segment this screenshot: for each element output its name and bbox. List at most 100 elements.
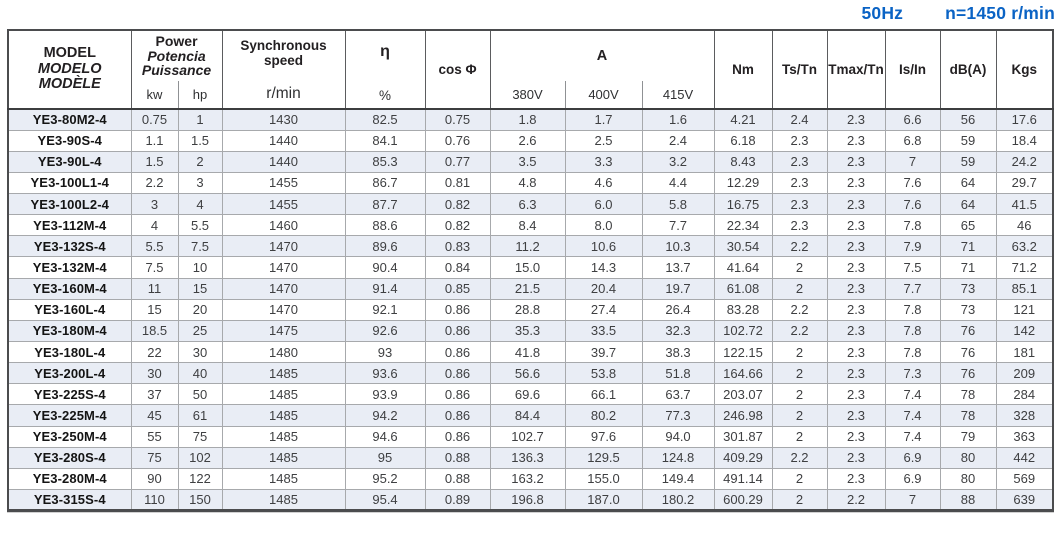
value-cell: 64	[939, 193, 997, 216]
column-header-ts-tn: Ts/Tn	[771, 29, 828, 110]
value-cell: 3.3	[564, 150, 643, 173]
value-cell: 2	[177, 150, 223, 173]
value-cell: 55	[130, 425, 179, 448]
column-header-efficiency: η %	[344, 29, 426, 110]
table-row: YE3-280S-4 75 102 1485 95 0.88 136.3 129.5 124.8…	[7, 446, 1054, 469]
model-label-en: MODEL	[43, 45, 96, 62]
subheader-400v: 400V	[564, 81, 643, 110]
value-cell: 65	[939, 214, 997, 237]
value-cell: 0.86	[424, 319, 491, 343]
value-cell: 87.7	[344, 193, 426, 216]
value-cell: 20	[177, 298, 223, 321]
value-cell: 2.3	[826, 277, 886, 300]
value-cell: 0.75	[130, 108, 179, 131]
value-cell: 491.14	[713, 467, 773, 491]
value-cell: 2.3	[826, 341, 886, 364]
value-cell: 2	[771, 489, 828, 512]
value-cell: 1455	[221, 171, 346, 195]
model-cell: YE3-160M-4	[7, 277, 132, 300]
value-cell: 2.3	[771, 193, 828, 216]
value-cell: 7	[884, 489, 941, 512]
value-cell: 88	[939, 489, 997, 512]
model-label-es: MODELO	[37, 60, 102, 77]
value-cell: 85.1	[995, 277, 1054, 300]
value-cell: 1	[177, 108, 223, 131]
value-cell: 2.3	[826, 446, 886, 469]
value-cell: 6.9	[884, 467, 941, 491]
value-cell: 3	[130, 193, 179, 216]
value-cell: 2.3	[826, 298, 886, 321]
value-cell: 0.86	[424, 298, 491, 321]
value-cell: 76	[939, 362, 997, 385]
value-cell: 2.3	[771, 171, 828, 195]
value-cell: 85.3	[344, 150, 426, 173]
table-row: YE3-250M-4 55 75 1485 94.6 0.86 102.7 97.6 94.0 3…	[7, 425, 1054, 448]
value-cell: 1485	[221, 489, 346, 512]
value-cell: 80	[939, 446, 997, 469]
subheader-kw: kw	[130, 81, 179, 110]
value-cell: 32.3	[641, 319, 715, 343]
value-cell: 64	[939, 171, 997, 195]
value-cell: 86.7	[344, 171, 426, 195]
value-cell: 41.8	[489, 341, 566, 364]
table-row: YE3-180L-4 22 30 1480 93 0.86 41.8 39.7 38.3 122.…	[7, 341, 1054, 364]
value-cell: 1470	[221, 277, 346, 300]
value-cell: 124.8	[641, 446, 715, 469]
value-cell: 4.21	[713, 108, 773, 131]
value-cell: 71.2	[995, 256, 1054, 279]
value-cell: 2.2	[130, 171, 179, 195]
value-cell: 209	[995, 362, 1054, 385]
table-row: YE3-90S-4 1.1 1.5 1440 84.1 0.76 2.6 2.5 2.4 6.18…	[7, 129, 1054, 152]
value-cell: 187.0	[564, 489, 643, 512]
table-row: YE3-225M-4 45 61 1485 94.2 0.86 84.4 80.2 77.3 24…	[7, 404, 1054, 427]
value-cell: 90.4	[344, 256, 426, 279]
value-cell: 30.54	[713, 235, 773, 258]
value-cell: 1485	[221, 383, 346, 406]
value-cell: 7.3	[884, 362, 941, 385]
value-cell: 2.3	[771, 150, 828, 173]
value-cell: 1485	[221, 446, 346, 469]
value-cell: 8.0	[564, 214, 643, 237]
value-cell: 38.3	[641, 341, 715, 364]
model-cell: YE3-80M2-4	[7, 108, 132, 131]
value-cell: 1485	[221, 362, 346, 385]
model-cell: YE3-100L1-4	[7, 171, 132, 195]
model-cell: YE3-132S-4	[7, 235, 132, 258]
value-cell: 284	[995, 383, 1054, 406]
value-cell: 4.6	[564, 171, 643, 195]
value-cell: 0.76	[424, 129, 491, 152]
value-cell: 2.3	[826, 425, 886, 448]
value-cell: 71	[939, 235, 997, 258]
value-cell: 181	[995, 341, 1054, 364]
model-cell: YE3-280M-4	[7, 467, 132, 491]
value-cell: 163.2	[489, 467, 566, 491]
value-cell: 79	[939, 425, 997, 448]
model-cell: YE3-100L2-4	[7, 193, 132, 216]
value-cell: 88.6	[344, 214, 426, 237]
value-cell: 0.82	[424, 193, 491, 216]
frequency-note: 50Hz n=1450 r/min	[861, 3, 1055, 24]
value-cell: 92.6	[344, 319, 426, 343]
value-cell: 20.4	[564, 277, 643, 300]
value-cell: 6.6	[884, 108, 941, 131]
value-cell: 2.3	[826, 171, 886, 195]
model-cell: YE3-280S-4	[7, 446, 132, 469]
value-cell: 196.8	[489, 489, 566, 512]
efficiency-symbol: η	[380, 43, 390, 60]
column-header-tmax-tn: Tmax/Tn	[826, 29, 886, 110]
value-cell: 61.08	[713, 277, 773, 300]
value-cell: 2.3	[771, 129, 828, 152]
value-cell: 84.4	[489, 404, 566, 427]
value-cell: 3.5	[489, 150, 566, 173]
value-cell: 7.8	[884, 214, 941, 237]
column-header-noise: dB(A)	[939, 29, 997, 110]
value-cell: 75	[177, 425, 223, 448]
model-cell: YE3-315S-4	[7, 489, 132, 512]
table-row: YE3-180M-4 18.5 25 1475 92.6 0.86 35.3 33.5 32.3…	[7, 319, 1054, 343]
value-cell: 37	[130, 383, 179, 406]
value-cell: 2	[771, 341, 828, 364]
value-cell: 12.29	[713, 171, 773, 195]
value-cell: 25	[177, 319, 223, 343]
column-header-is-in: Is/In	[884, 29, 941, 110]
